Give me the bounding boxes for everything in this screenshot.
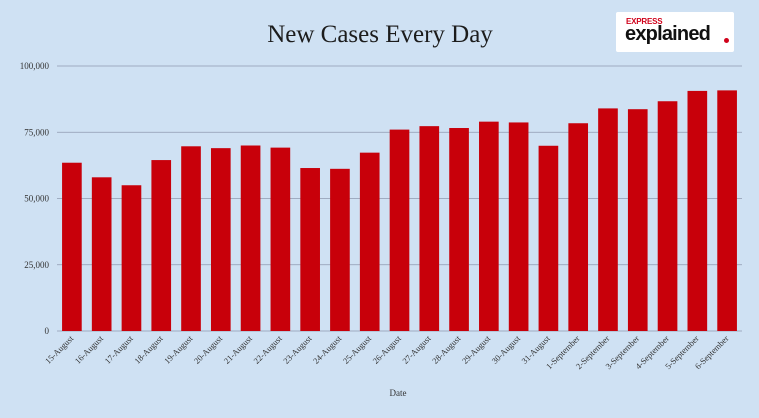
x-tick-label: 26-August — [370, 333, 403, 366]
x-tick-label: 18-August — [132, 333, 165, 366]
x-tick-label: 25-August — [341, 333, 374, 366]
bars — [62, 90, 737, 332]
bar — [121, 185, 142, 331]
bar — [91, 177, 112, 331]
bar — [538, 145, 559, 331]
bar — [389, 129, 410, 331]
x-tick-label: 20-August — [192, 333, 225, 366]
bar — [687, 90, 708, 331]
y-tick-label: 100,000 — [20, 61, 50, 71]
y-tick-label: 25,000 — [24, 260, 49, 270]
bar — [270, 147, 291, 331]
bar — [210, 148, 231, 331]
y-tick-label: 75,000 — [24, 127, 49, 137]
bar — [657, 101, 678, 332]
bar — [419, 126, 440, 331]
y-tick-label: 0 — [45, 326, 50, 336]
x-tick-label: 21-August — [222, 333, 255, 366]
bar — [508, 122, 529, 331]
x-tick-label: 17-August — [102, 333, 135, 366]
logo-dot-icon — [724, 38, 729, 43]
x-tick-label: 23-August — [281, 333, 314, 366]
x-tick-label: 24-August — [311, 333, 344, 366]
x-axis-label: Date — [390, 388, 407, 398]
chart-title: New Cases Every Day — [267, 21, 493, 48]
bar — [151, 160, 172, 331]
x-tick-label: 27-August — [400, 333, 433, 366]
x-tick-label: 28-August — [430, 333, 463, 366]
bar — [300, 168, 320, 331]
x-tick-label: 16-August — [73, 333, 106, 366]
x-tick-label: 19-August — [162, 333, 195, 366]
x-axis-ticks: 15-August16-August17-August18-August19-A… — [43, 333, 731, 371]
bar — [62, 162, 82, 331]
bar — [359, 152, 380, 331]
x-tick-label: 30-August — [490, 333, 523, 366]
bar — [598, 108, 618, 332]
y-axis-ticks: 0 25,000 50,000 75,000 100,000 — [20, 61, 50, 336]
bar — [479, 121, 499, 332]
bar — [627, 109, 648, 331]
logo-line1: EXPRESS — [626, 17, 663, 26]
bar — [330, 168, 350, 331]
bar — [568, 123, 589, 332]
bar — [449, 128, 469, 331]
bar — [240, 145, 261, 331]
x-tick-label: 22-August — [251, 333, 284, 366]
x-tick-label: 29-August — [460, 333, 493, 366]
logo-line2: explained — [625, 23, 711, 45]
x-tick-label: 15-August — [43, 333, 76, 366]
y-tick-label: 50,000 — [24, 194, 49, 204]
bar — [181, 146, 201, 331]
bar — [717, 90, 737, 331]
express-explained-logo: EXPRESS explained — [616, 12, 734, 52]
